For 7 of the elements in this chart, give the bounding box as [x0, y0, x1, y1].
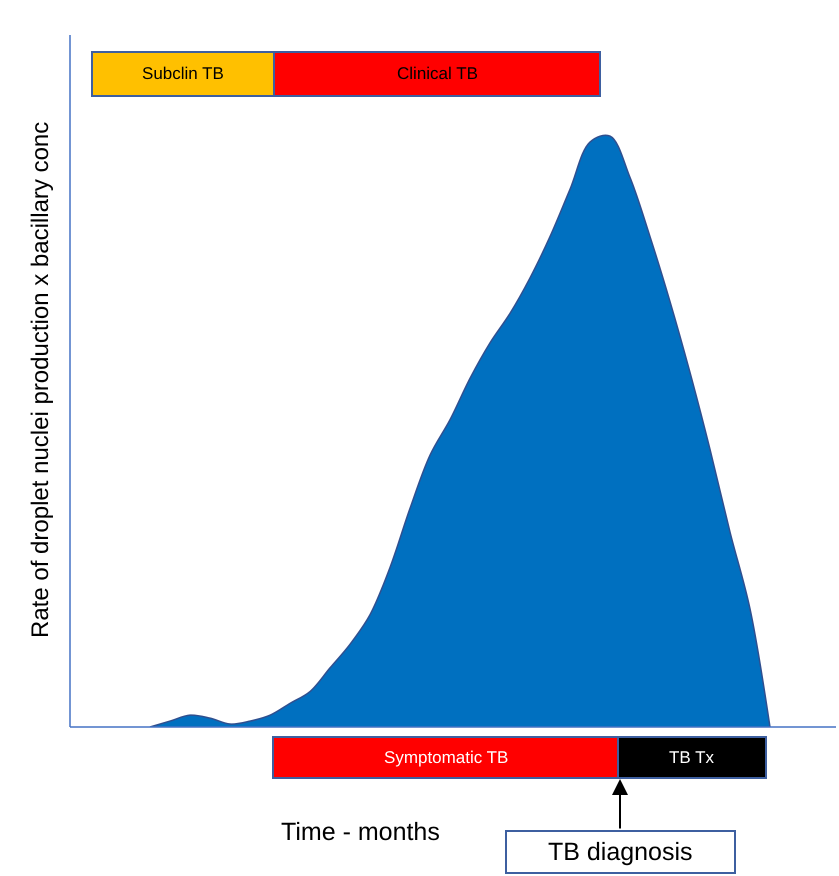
- text: Clinical TB: [397, 64, 478, 83]
- text: TB Tx: [669, 748, 715, 767]
- x-axis-title: Time - months: [281, 818, 440, 846]
- text: Subclin TB: [142, 64, 224, 83]
- y-axis-title: Rate of droplet nuclei production x bacillary conc: [27, 122, 54, 638]
- text: Symptomatic TB: [384, 748, 508, 767]
- text: TB diagnosis: [548, 838, 693, 866]
